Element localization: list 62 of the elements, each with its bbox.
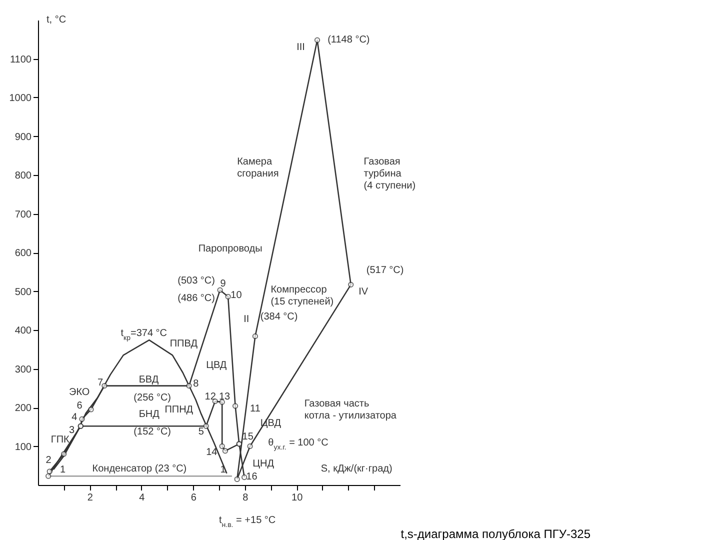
annotation: Камера сгорания <box>237 156 279 180</box>
annotation: (1148 °C) <box>328 34 370 46</box>
annotation: IV <box>358 286 368 298</box>
annotation: 9 <box>220 278 226 290</box>
y-axis-title: t, °C <box>46 14 66 26</box>
annotation: (152 °C) <box>134 426 172 438</box>
x-tick-label: 6 <box>190 492 197 504</box>
annotation: 3 <box>69 424 76 436</box>
annotation: ЦНД <box>252 458 274 470</box>
y-tick-label: 600 <box>14 248 32 259</box>
annotation: ЭКО <box>69 387 90 398</box>
y-tick-label: 800 <box>14 170 32 182</box>
annotation: БНД <box>138 409 160 420</box>
annotation: (384 °C) <box>260 311 298 322</box>
annotation: Паропроводы <box>198 244 262 255</box>
annotation: θ$_{ух.г.}$ = 100 °C <box>268 437 328 451</box>
x-tick-label: 4 <box>139 492 146 504</box>
y-tick-label: 500 <box>14 286 32 298</box>
annotation: 6 <box>76 400 83 412</box>
x-tick-label: 2 <box>87 492 94 504</box>
annotation: Газовая турбина (4 ступени) <box>364 156 416 192</box>
annotation: 11 <box>250 403 261 414</box>
annotation: Конденсатор (23 °C) <box>92 464 187 475</box>
annotation: 14 <box>206 447 218 458</box>
annotation: II <box>244 314 250 326</box>
annotation: ЦВД <box>206 360 227 371</box>
y-tick-label: 300 <box>14 364 32 376</box>
annotation: (503 °C) <box>178 275 215 286</box>
y-tick-label: 700 <box>14 209 32 220</box>
annotation: БВД <box>138 374 159 386</box>
annotation: 16 <box>246 471 258 482</box>
annotation: 1 <box>220 464 226 476</box>
annotation: ГПК <box>50 434 70 446</box>
annotation: ППВД <box>170 338 198 350</box>
annotation: 7 <box>97 377 104 388</box>
annotation: III <box>296 42 305 54</box>
annotation: 5 <box>198 426 204 438</box>
y-tick-label: 400 <box>14 326 32 336</box>
annotation: 1 <box>60 464 66 476</box>
annotation: 2 <box>46 454 52 466</box>
y-tick-label: 1100 <box>10 54 32 66</box>
x-axis-title: S, кДж/(кг·град) <box>320 464 392 474</box>
y-tick-label: 1000 <box>9 93 32 104</box>
y-tick-label: 900 <box>14 132 32 143</box>
x-tick-label: 8 <box>242 492 249 504</box>
annotation: Компрессор (15 ступеней) <box>270 284 334 308</box>
annotation: 12 <box>204 392 216 403</box>
y-tick-label: 200 <box>14 403 32 414</box>
annotation: 8 <box>193 378 200 390</box>
y-tick-label: 100 <box>14 442 32 453</box>
x-tick-label: 10 <box>292 492 304 504</box>
annotation: Газовая часть котла - утилизатора <box>304 398 397 422</box>
annotation: 15 <box>242 432 254 443</box>
annotation: 4 <box>72 412 78 424</box>
annotation: (486 °C) <box>178 293 215 304</box>
annotation: ППНД <box>164 404 194 416</box>
annotation: t$_{кр}$=374 °C <box>120 328 168 342</box>
annotation: (517 °C) <box>366 264 404 276</box>
annotation: 13 <box>219 392 231 403</box>
text: t$_{н.в.}$ = +15 °C <box>219 515 276 528</box>
annotation: (256 °C) <box>134 392 172 404</box>
annotation: 10 <box>230 290 242 302</box>
